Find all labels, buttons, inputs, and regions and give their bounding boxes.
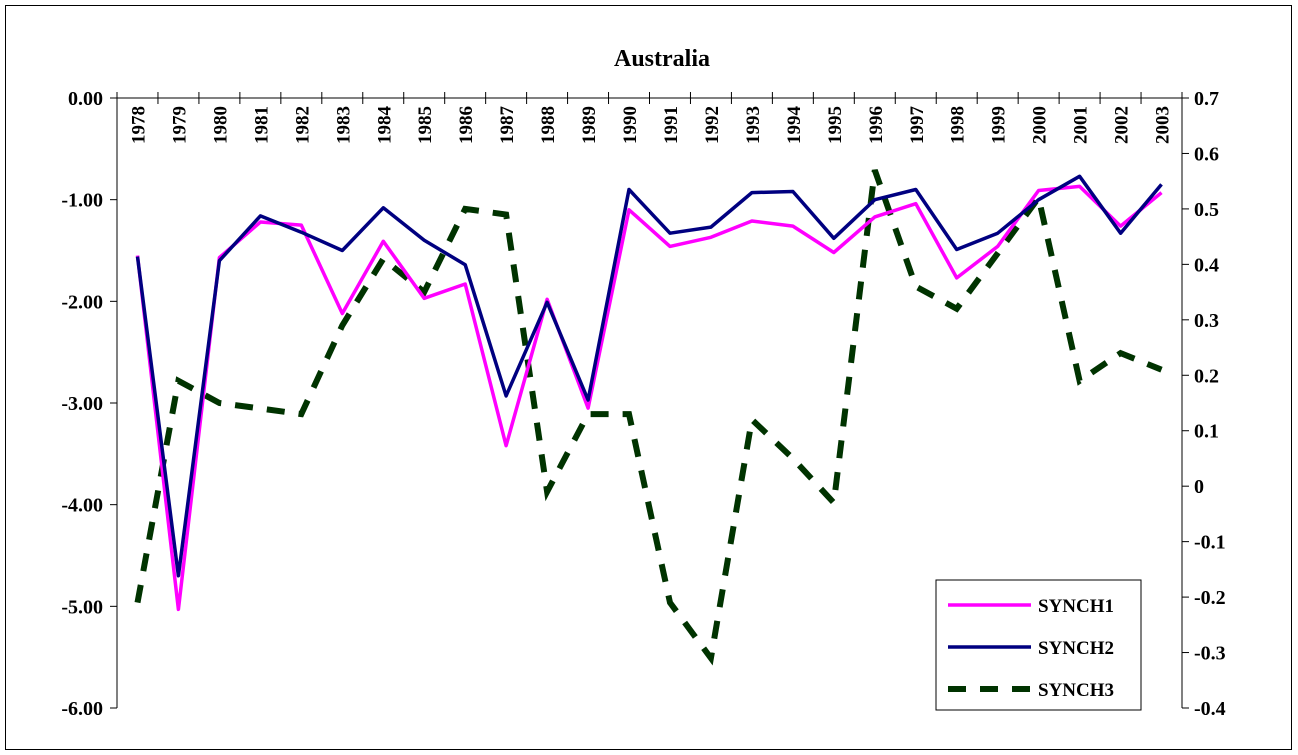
left-tick-label: -6.00 [61, 698, 103, 720]
left-tick-label: -1.00 [61, 190, 103, 212]
category-label: 1991 [661, 106, 682, 144]
series-line-synch3 [134, 169, 1163, 666]
right-tick-label: -0.2 [1194, 587, 1226, 609]
legend-label-synch2: SYNCH2 [1038, 638, 1114, 659]
right-tick-label: 0.4 [1194, 254, 1219, 276]
category-label: 1979 [169, 106, 190, 144]
category-label: 1983 [333, 106, 354, 144]
right-tick-label: -0.3 [1194, 643, 1226, 665]
category-label: 2002 [1112, 106, 1133, 144]
left-tick-label: 0.00 [68, 88, 103, 110]
legend-label-synch3: SYNCH3 [1038, 680, 1114, 701]
legend-box [935, 579, 1142, 711]
left-tick-label: -2.00 [61, 291, 103, 313]
category-label: 1992 [702, 106, 723, 144]
right-tick-label: -0.1 [1194, 532, 1226, 554]
right-tick-label: 0.2 [1194, 365, 1219, 387]
category-label: 1981 [251, 106, 272, 144]
category-label: 1995 [825, 106, 846, 144]
category-label: 1996 [866, 106, 887, 144]
category-label: 1993 [743, 106, 764, 144]
right-tick-label: 0.3 [1194, 310, 1219, 332]
legend-label-synch1: SYNCH1 [1038, 596, 1114, 617]
right-tick-label: 0.7 [1194, 88, 1219, 110]
category-label: 1984 [374, 106, 395, 145]
category-label: 1997 [907, 106, 928, 145]
category-label: 1999 [989, 106, 1010, 144]
left-tick-label: -5.00 [61, 596, 103, 618]
category-label: 1998 [948, 106, 969, 144]
category-label: 2001 [1071, 106, 1092, 144]
category-label: 1985 [415, 106, 436, 144]
left-tick-label: -4.00 [61, 495, 103, 517]
category-label: 1978 [128, 106, 149, 144]
category-label: 1980 [210, 106, 231, 144]
category-label: 1988 [538, 106, 559, 144]
right-tick-label: 0.1 [1194, 421, 1219, 443]
chart-title: Australia [614, 46, 710, 72]
series-layer [134, 169, 1163, 666]
category-label: 1989 [579, 106, 600, 144]
category-label: 1990 [620, 106, 641, 144]
right-tick-label: 0.6 [1194, 143, 1219, 165]
category-label: 1994 [784, 106, 805, 145]
chart-axes: 0.00 -1.00 -2.00 -3.00 -4.00 -5.00 -6.00 0.7 0.6… [61, 88, 1225, 720]
left-tick-label: -3.00 [61, 393, 103, 415]
category-label: 1987 [497, 106, 518, 145]
series-line-synch2 [135, 174, 1163, 578]
category-label: 1986 [456, 106, 477, 144]
right-tick-label: 0.5 [1194, 199, 1219, 221]
right-tick-label: 0 [1194, 476, 1204, 498]
right-tick-label: -0.4 [1194, 698, 1226, 720]
category-label: 1982 [292, 106, 313, 144]
legend: SYNCH1 SYNCH2 SYNCH3 [935, 579, 1142, 711]
category-label: 2003 [1153, 106, 1174, 144]
series-line-synch1 [135, 184, 1163, 612]
category-label: 2000 [1030, 106, 1051, 144]
